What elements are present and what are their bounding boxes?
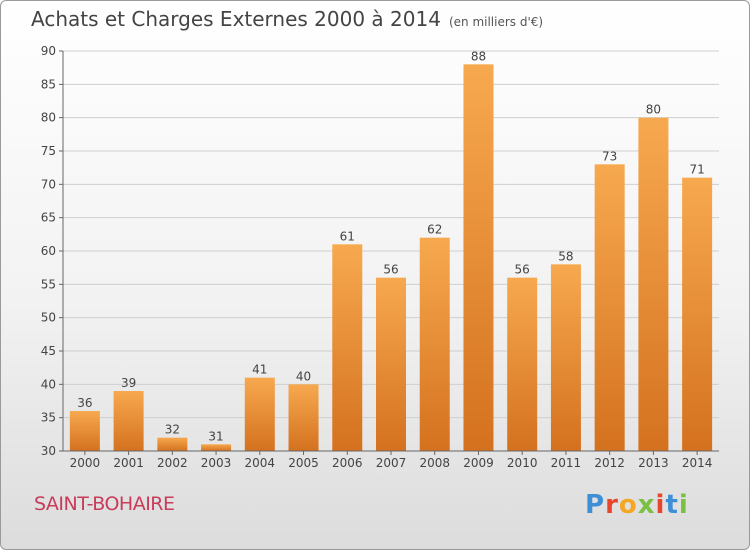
chart-title: Achats et Charges Externes 2000 à 2014 (e… [31,7,543,31]
bar-2013 [638,117,669,452]
y-tick-label: 70 [41,177,56,191]
bar-2000 [69,411,100,451]
logo-letter: r [605,490,619,520]
x-tick-label-2014: 2014 [682,456,713,470]
x-tick-label-2000: 2000 [70,456,101,470]
bar-2009 [463,64,494,452]
y-tick-label: 75 [41,144,56,158]
value-label-2001: 39 [121,376,136,390]
x-tick-label-2004: 2004 [245,456,276,470]
value-label-2004: 41 [252,363,267,377]
bar-2003 [201,444,232,451]
x-tick-label-2003: 2003 [201,456,232,470]
bar-2012 [594,164,625,452]
value-label-2013: 80 [646,103,661,117]
proxiti-logo: Proxiti [585,490,689,520]
value-label-2011: 58 [558,249,573,263]
y-tick-label: 50 [41,311,56,325]
x-tick-label-2005: 2005 [288,456,319,470]
city-name: SAINT-BOHAIRE [34,493,175,515]
x-tick-label-2013: 2013 [638,456,669,470]
logo-letter: x [637,490,656,520]
bar-2014 [682,177,713,451]
x-tick-label-2011: 2011 [551,456,582,470]
bar-2005 [288,384,319,451]
x-tick-label-2008: 2008 [419,456,450,470]
y-tick-label: 35 [41,411,56,425]
value-label-2005: 40 [296,369,311,383]
x-tick-label-2002: 2002 [157,456,188,470]
bar-2011 [550,264,581,451]
y-tick-label: 65 [41,211,56,225]
x-tick-label-2012: 2012 [594,456,625,470]
axes: 30 35 40 45 50 55 60 65 70 75 80 85 90 2000 2001 2002 20… [41,44,719,470]
value-label-2006: 61 [340,229,355,243]
value-label-2014: 71 [689,163,704,177]
bar-2006 [332,244,363,451]
y-tick-label: 90 [41,44,56,58]
logo-letter: o [618,490,638,520]
value-label-2012: 73 [602,149,617,163]
logo-letter: P [585,490,606,520]
x-tick-label-2007: 2007 [376,456,407,470]
logo-letter: t [665,490,679,520]
y-tick-label: 55 [41,277,56,291]
y-tick-label: 40 [41,377,56,391]
bar-2007 [376,277,406,451]
x-tick-label-2009: 2009 [463,456,494,470]
bar-2004 [244,377,275,451]
value-labels: 36 39 32 31 41 40 61 56 62 88 56 58 73 80 71 [77,49,705,443]
x-tick-label-2001: 2001 [113,456,144,470]
value-label-2008: 62 [427,223,442,237]
y-tick-label: 85 [41,77,56,91]
value-label-2007: 56 [383,263,398,277]
bar-2002 [157,437,188,451]
value-label-2000: 36 [77,396,92,410]
y-tick-label: 45 [41,344,56,358]
value-label-2010: 56 [515,263,530,277]
y-tick-label: 60 [41,244,56,258]
y-tick-label: 80 [41,111,56,125]
bar-2010 [507,277,538,451]
value-label-2002: 32 [165,423,180,437]
logo-letter: i [655,490,666,520]
bars [69,64,713,452]
x-tick-label-2010: 2010 [507,456,538,470]
value-label-2009: 88 [471,49,486,63]
logo-letter: i [678,490,689,520]
chart-unit: (en milliers d'€) [448,15,544,29]
bar-2001 [113,391,144,451]
chart-title-text: Achats et Charges Externes 2000 à 2014 [31,7,441,31]
x-tick-label-2006: 2006 [332,456,363,470]
y-tick-label: 30 [41,444,56,458]
value-label-2003: 31 [208,429,223,443]
bar-2008 [419,237,450,451]
